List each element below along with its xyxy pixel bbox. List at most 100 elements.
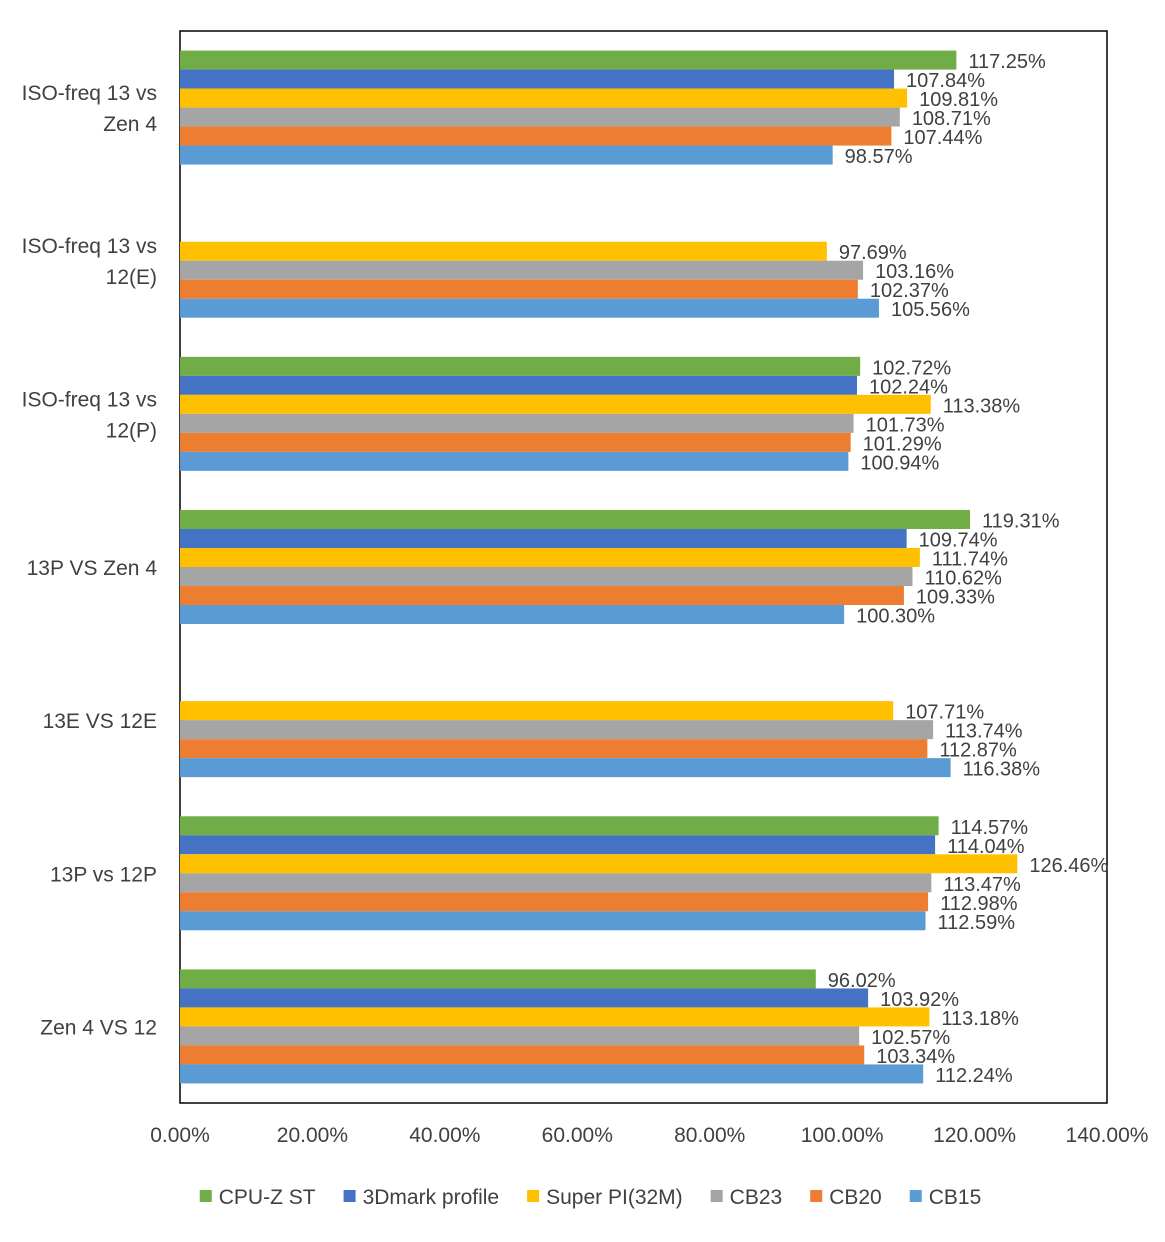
data-label: 113.18% [941, 1008, 1019, 1030]
legend-label: 3Dmark profile [363, 1186, 500, 1209]
x-axis-ticks: 0.00% 20.00% 40.00% 60.00% 80.00% 100.00% 120.… [150, 1124, 1148, 1147]
category-label: 13P VS Zen 4 [27, 557, 158, 580]
x-tick-label: 100.00% [801, 1124, 884, 1147]
bar [180, 567, 913, 586]
data-label: 110.62% [924, 568, 1002, 590]
category-label: Zen 4 [103, 113, 157, 136]
x-tick-label: 60.00% [542, 1124, 613, 1147]
x-tick-label: 140.00% [1066, 1124, 1149, 1147]
bar [180, 701, 894, 721]
bar [180, 586, 904, 605]
data-label: 114.57% [951, 817, 1029, 839]
data-label: 107.44% [903, 127, 982, 149]
data-label: 102.37% [870, 280, 949, 302]
legend-swatch [527, 1190, 540, 1202]
legend-swatch [199, 1190, 212, 1202]
bar [180, 548, 920, 567]
bar [180, 529, 907, 548]
data-label: 100.94% [860, 452, 939, 474]
bar [180, 394, 931, 414]
bar [180, 1007, 930, 1027]
data-label: 112.59% [938, 912, 1016, 934]
legend-swatch [909, 1190, 922, 1202]
bar [180, 279, 858, 299]
legend-label: Super PI(32M) [546, 1186, 683, 1209]
bar [180, 892, 929, 912]
data-label: 112.87% [939, 740, 1017, 762]
bar [180, 432, 851, 452]
bar [180, 1026, 860, 1046]
bar [180, 69, 895, 89]
bar [180, 451, 849, 471]
data-label: 114.04% [947, 836, 1025, 858]
category-label: Zen 4 VS 12 [40, 1016, 157, 1039]
bar [180, 298, 879, 318]
data-label: 100.30% [856, 606, 935, 628]
legend-label: CB20 [829, 1186, 882, 1209]
bar [180, 356, 861, 376]
data-label: 103.92% [880, 989, 959, 1011]
legend-swatch [343, 1190, 356, 1202]
bar [180, 873, 932, 893]
bar [180, 816, 939, 836]
x-tick-label: 80.00% [674, 1124, 745, 1147]
legend-label: CB23 [730, 1186, 783, 1209]
data-label: 112.24% [935, 1065, 1013, 1087]
bar [180, 1064, 924, 1084]
data-label: 119.31% [982, 511, 1060, 533]
bar [180, 605, 845, 624]
bar [180, 88, 908, 108]
data-label: 102.72% [872, 357, 951, 379]
x-tick-label: 40.00% [409, 1124, 480, 1147]
data-label: 103.16% [875, 261, 954, 283]
data-label: 111.74% [932, 549, 1008, 571]
data-label: 112.98% [940, 893, 1018, 915]
legend-label: CB15 [929, 1186, 982, 1209]
data-label: 103.34% [876, 1046, 955, 1068]
category-label: 13P vs 12P [50, 863, 157, 886]
data-label: 97.69% [839, 242, 907, 264]
data-label: 108.71% [912, 108, 991, 130]
bar [180, 510, 971, 529]
bar [180, 50, 957, 70]
x-tick-label: 20.00% [277, 1124, 348, 1147]
data-label: 109.74% [919, 530, 998, 552]
bars-group: 117.25%107.84%109.81%108.71%107.44%98.57… [180, 50, 1109, 1087]
bar [180, 126, 892, 146]
bar [180, 413, 854, 433]
bar [180, 758, 951, 778]
category-label: 12(P) [106, 419, 157, 442]
bar [180, 739, 928, 759]
data-label: 105.56% [891, 299, 970, 321]
legend: CPU-Z ST 3Dmark profile Super PI(32M) CB23 C… [199, 1186, 982, 1209]
bar [180, 107, 900, 127]
bar [180, 911, 926, 931]
category-labels: ISO-freq 13 vs Zen 4 ISO-freq 13 vs 12(E) IS… [22, 82, 158, 1039]
legend-swatch [810, 1190, 823, 1202]
category-label: ISO-freq 13 vs [22, 82, 157, 105]
category-label: ISO-freq 13 vs [22, 388, 157, 411]
data-label: 116.38% [963, 759, 1041, 781]
data-label: 96.02% [828, 970, 896, 992]
data-label: 101.29% [863, 433, 942, 455]
data-label: 98.57% [845, 146, 913, 168]
legend-swatch [710, 1190, 723, 1202]
data-label: 109.33% [916, 587, 995, 609]
category-label: 12(E) [106, 266, 157, 289]
data-label: 126.46% [1029, 855, 1108, 877]
data-label: 107.71% [905, 702, 984, 724]
data-label: 109.81% [919, 89, 998, 111]
category-label: 13E VS 12E [43, 710, 157, 733]
data-label: 113.74% [945, 721, 1023, 743]
bar [180, 854, 1018, 874]
bar [180, 1045, 865, 1065]
data-label: 101.73% [866, 414, 945, 436]
bar [180, 375, 857, 395]
legend-label: CPU-Z ST [219, 1186, 316, 1209]
bar [180, 241, 827, 261]
bar [180, 835, 936, 855]
data-label: 102.24% [869, 376, 948, 398]
x-tick-label: 0.00% [150, 1124, 210, 1147]
bar [180, 260, 864, 280]
